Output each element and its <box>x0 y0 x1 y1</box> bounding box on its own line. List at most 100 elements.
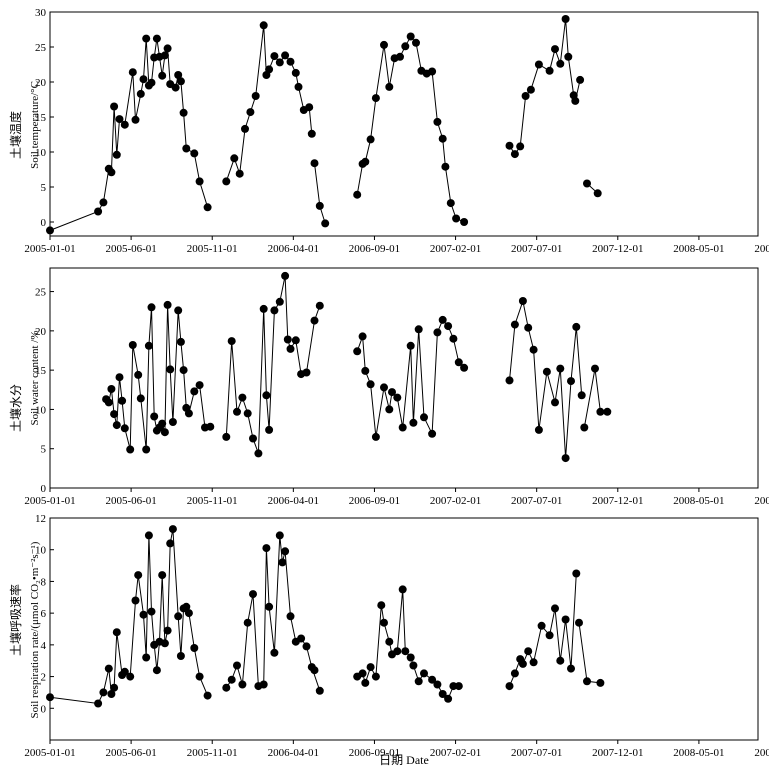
temperature-data-point <box>107 168 116 177</box>
respiration-xtick-label: 2007-07-01 <box>511 747 562 759</box>
water-data-point <box>580 423 589 432</box>
respiration-data-point <box>575 618 583 627</box>
respiration-data-point <box>302 642 311 651</box>
panel-water: 0 5 10 15 20 25 2005-01-01 2005-06-01 2005-11-0… <box>8 267 769 507</box>
water-data-point <box>353 347 362 356</box>
temperature-xtick-label: 2008-10-01 <box>754 243 769 255</box>
water-data-point <box>249 434 257 443</box>
temperature-data-point <box>505 141 514 150</box>
respiration-data-point <box>414 677 423 686</box>
temperature-data-point <box>307 129 316 138</box>
temperature-xtick-label: 2007-07-01 <box>511 243 562 255</box>
temperature-x-axis: 2005-01-01 2005-06-01 2005-11-01 2006-04-01… <box>24 236 769 255</box>
temperature-series-line-3 <box>356 35 465 223</box>
water-ytick-label: 5 <box>41 444 47 456</box>
temperature-data-point <box>281 51 290 60</box>
temperature-xtick-label: 2005-01-01 <box>24 243 75 255</box>
water-data-point <box>291 336 300 345</box>
water-data-point <box>444 322 453 331</box>
temperature-data-point <box>564 52 573 61</box>
temperature-data-point <box>182 144 191 153</box>
temperature-data-point <box>251 92 260 100</box>
respiration-data-point <box>510 669 519 678</box>
respiration-data-point <box>131 596 140 605</box>
temperature-data-point <box>556 59 565 68</box>
temperature-data-point <box>112 150 121 159</box>
temperature-data-point <box>152 34 161 43</box>
water-data-point <box>572 322 581 331</box>
temperature-data-point <box>406 32 415 41</box>
respiration-data-point <box>259 680 268 689</box>
temperature-data-point <box>428 67 437 76</box>
water-data-point <box>591 364 599 373</box>
water-data-point <box>174 306 183 315</box>
temperature-data-point <box>46 226 54 235</box>
water-data-point <box>524 323 533 332</box>
respiration-data-point <box>152 666 161 675</box>
respiration-data-point <box>243 618 252 627</box>
respiration-data-point <box>174 612 183 621</box>
respiration-data-point <box>377 601 386 610</box>
respiration-data-point <box>94 699 103 708</box>
water-x-axis: 2005-01-01 2005-06-01 2005-11-01 2006-04-01… <box>24 488 769 507</box>
respiration-data-point <box>104 664 113 673</box>
respiration-data-point <box>107 690 116 698</box>
water-data-point <box>556 364 565 373</box>
water-data-point <box>190 387 199 396</box>
respiration-data-point <box>46 693 54 702</box>
water-data-point <box>134 370 143 379</box>
water-data-point <box>510 320 519 329</box>
respiration-data-point <box>120 667 129 676</box>
temperature-xtick-label: 2005-06-01 <box>105 243 156 255</box>
water-data-point <box>107 385 116 393</box>
respiration-data-point <box>160 639 169 648</box>
water-data-point <box>179 366 188 375</box>
temperature-ylabel-cn: 土壤温度 <box>8 111 23 159</box>
water-data-point <box>420 413 428 422</box>
respiration-data-point <box>182 602 191 611</box>
temperature-data-point <box>401 42 410 51</box>
temperature-data-point <box>441 162 450 171</box>
respiration-data-point <box>380 618 388 627</box>
water-data-point <box>262 391 271 400</box>
temperature-data-point <box>163 44 172 53</box>
respiration-data-point <box>233 661 241 670</box>
temperature-data-point <box>452 214 461 223</box>
respiration-data-point <box>99 688 108 697</box>
water-data-point <box>371 432 380 441</box>
water-data-point <box>454 358 463 367</box>
water-data-point <box>238 393 247 402</box>
respiration-data-point <box>110 683 119 692</box>
respiration-xtick-label: 2006-04-01 <box>268 747 319 759</box>
temperature-data-point <box>94 207 103 216</box>
temperature-data-point <box>195 177 204 186</box>
temperature-data-point <box>190 149 199 158</box>
water-xtick-label: 2005-01-01 <box>24 495 75 507</box>
water-xtick-label: 2006-04-01 <box>268 495 319 507</box>
water-data-point <box>158 419 167 428</box>
temperature-data-point <box>110 102 119 111</box>
water-data-point <box>243 409 252 418</box>
water-data-point <box>518 297 527 305</box>
respiration-data-point <box>270 648 279 657</box>
temperature-xtick-label: 2007-12-01 <box>592 243 643 255</box>
water-data-point <box>160 428 169 437</box>
temperature-data-point <box>438 134 447 143</box>
temperature-data-point <box>315 201 324 210</box>
plot-frame-water <box>49 267 759 489</box>
temperature-xtick-label: 2006-04-01 <box>268 243 319 255</box>
water-data-point <box>118 396 127 405</box>
respiration-x-axis: 2005-01-01 2005-06-01 2005-11-01 2006-04-01… <box>24 740 769 759</box>
water-data-point <box>409 418 418 427</box>
water-data-point <box>561 454 570 463</box>
water-series-line-5 <box>583 368 608 428</box>
temperature-data-point <box>179 108 188 117</box>
water-series-line-1 <box>225 275 321 454</box>
temperature-ytick-label: 5 <box>41 182 47 194</box>
respiration-data-point <box>278 558 287 567</box>
respiration-data-point <box>281 547 290 556</box>
temperature-ytick-label: 0 <box>41 217 47 229</box>
water-y-axis: 0 5 10 15 20 25 <box>35 287 54 495</box>
temperature-data-point <box>516 142 525 151</box>
water-data-point <box>366 380 375 389</box>
